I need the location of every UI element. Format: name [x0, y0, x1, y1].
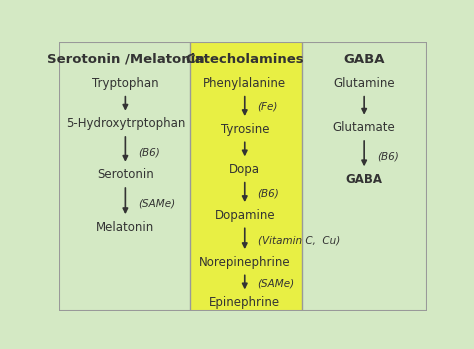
Text: Tryptophan: Tryptophan — [92, 77, 159, 90]
Text: Tyrosine: Tyrosine — [220, 123, 269, 136]
Text: Catecholamines: Catecholamines — [185, 53, 304, 66]
Text: Glutamate: Glutamate — [333, 121, 395, 134]
Text: (B6): (B6) — [258, 188, 279, 198]
Text: 5-Hydroxytrptophan: 5-Hydroxytrptophan — [66, 117, 185, 130]
Text: Melatonin: Melatonin — [96, 221, 155, 234]
Text: (Fe): (Fe) — [258, 102, 278, 112]
Text: Serotonin: Serotonin — [97, 169, 154, 181]
Text: Norepinephrine: Norepinephrine — [199, 256, 291, 269]
Text: GABA: GABA — [346, 173, 383, 186]
Text: Glutamine: Glutamine — [333, 77, 395, 90]
Text: (SAMe): (SAMe) — [138, 198, 175, 208]
Text: Serotonin /Melatonin: Serotonin /Melatonin — [46, 53, 204, 66]
Bar — [302, 42, 427, 311]
Text: Dopamine: Dopamine — [214, 209, 275, 222]
Bar — [59, 42, 190, 311]
Text: Phenylalanine: Phenylalanine — [203, 77, 286, 90]
Text: (B6): (B6) — [377, 152, 399, 162]
Text: (B6): (B6) — [138, 148, 160, 158]
Text: Epinephrine: Epinephrine — [209, 296, 280, 309]
Text: GABA: GABA — [343, 53, 385, 66]
Text: Dopa: Dopa — [229, 163, 260, 176]
Bar — [190, 42, 302, 311]
Text: (Vitamin C,  Cu): (Vitamin C, Cu) — [258, 235, 340, 245]
Text: (SAMe): (SAMe) — [258, 279, 295, 289]
